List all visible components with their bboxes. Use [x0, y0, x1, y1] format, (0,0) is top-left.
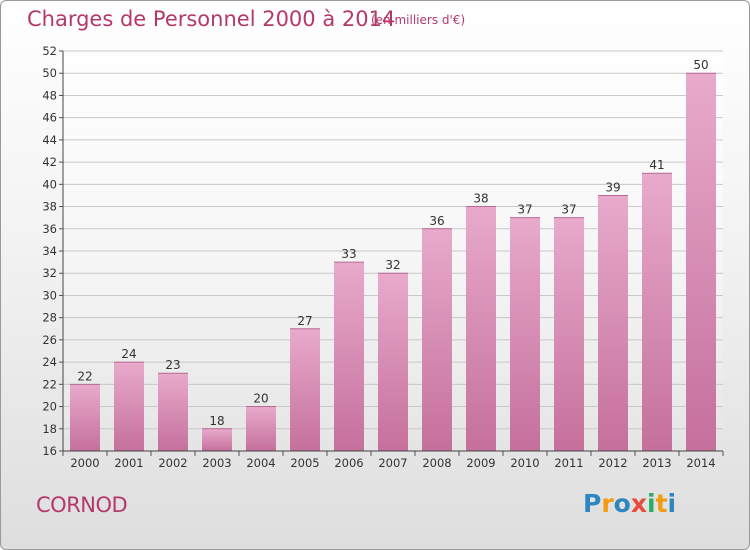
x-tick-label: 2006	[334, 456, 363, 470]
proxiti-logo: Proxiti	[583, 489, 676, 518]
y-tick-label: 48	[42, 88, 57, 102]
y-tick-label: 34	[42, 244, 57, 258]
value-label: 18	[209, 414, 224, 428]
bar-2002	[158, 373, 188, 451]
bar-2009	[466, 206, 496, 451]
x-tick-label: 2001	[114, 456, 143, 470]
value-label: 24	[121, 347, 136, 361]
x-tick-label: 2003	[202, 456, 231, 470]
x-tick-label: 2005	[290, 456, 319, 470]
y-tick-label: 44	[42, 133, 57, 147]
x-tick-label: 2014	[686, 456, 715, 470]
logo-letter: x	[630, 489, 647, 518]
y-tick-label: 46	[42, 111, 57, 125]
value-label: 20	[253, 392, 268, 406]
value-label: 38	[473, 192, 488, 206]
x-tick-label: 2007	[378, 456, 407, 470]
logo-letter: i	[647, 489, 656, 518]
y-tick-label: 20	[42, 400, 57, 414]
y-tick-label: 40	[42, 177, 57, 191]
value-label: 37	[517, 203, 532, 217]
bar-2005	[290, 328, 320, 451]
y-tick-label: 16	[42, 444, 57, 458]
y-tick-label: 36	[42, 222, 57, 236]
commune-name: CORNOD	[36, 493, 128, 517]
y-tick-label: 18	[42, 422, 57, 436]
value-label: 41	[649, 158, 664, 172]
value-label: 27	[297, 314, 312, 328]
y-tick-label: 24	[42, 355, 57, 369]
chart-title: Charges de Personnel 2000 à 2014	[27, 7, 396, 31]
bar-2010	[510, 217, 540, 451]
bar-2013	[642, 173, 672, 451]
value-label: 22	[77, 369, 92, 383]
x-tick-label: 2013	[642, 456, 671, 470]
bar-2006	[334, 262, 364, 451]
y-tick-label: 42	[42, 155, 57, 169]
bar-2007	[378, 273, 408, 451]
x-tick-label: 2002	[158, 456, 187, 470]
x-tick-label: 2009	[466, 456, 495, 470]
y-tick-label: 32	[42, 266, 57, 280]
bar-2001	[114, 362, 144, 451]
x-tick-label: 2008	[422, 456, 451, 470]
bars: 22 24 23 18 20 27 33 32 36 38 37 37 39 41 50	[70, 58, 716, 451]
bar-2008	[422, 228, 452, 451]
bar-2011	[554, 217, 584, 451]
y-tick-label: 28	[42, 311, 57, 325]
chart-subtitle: (en milliers d'€)	[371, 13, 466, 27]
value-label: 33	[341, 247, 356, 261]
bar-2012	[598, 195, 628, 451]
logo-letter: i	[667, 489, 677, 518]
x-tick-label: 2004	[246, 456, 275, 470]
y-tick-label: 30	[42, 288, 57, 302]
x-tick-label: 2010	[510, 456, 539, 470]
x-tick-label: 2012	[598, 456, 627, 470]
value-label: 37	[561, 203, 576, 217]
value-label: 23	[165, 358, 180, 372]
y-tick-label: 38	[42, 200, 57, 214]
x-tick-label: 2011	[554, 456, 583, 470]
bar-2014	[686, 73, 716, 451]
logo-letter: P	[583, 489, 602, 518]
value-label: 36	[429, 214, 444, 228]
y-tick-label: 52	[42, 44, 57, 58]
y-tick-label: 26	[42, 333, 57, 347]
y-tick-label: 22	[42, 377, 57, 391]
value-label: 39	[605, 180, 620, 194]
axes: 16 18 20 22 24 26 28 30 32 34 36 38 40 42 44 46 48 50 52 20…	[42, 44, 724, 470]
logo-letter: r	[601, 489, 614, 518]
x-tick-label: 2000	[70, 456, 99, 470]
logo-letter: t	[655, 489, 668, 518]
bar-2000	[70, 384, 100, 451]
value-label: 32	[385, 258, 400, 272]
logo-letter: o	[613, 489, 631, 518]
y-tick-label: 50	[42, 66, 57, 80]
value-label: 50	[693, 58, 708, 72]
bar-2003	[202, 428, 232, 451]
bar-2004	[246, 406, 276, 451]
